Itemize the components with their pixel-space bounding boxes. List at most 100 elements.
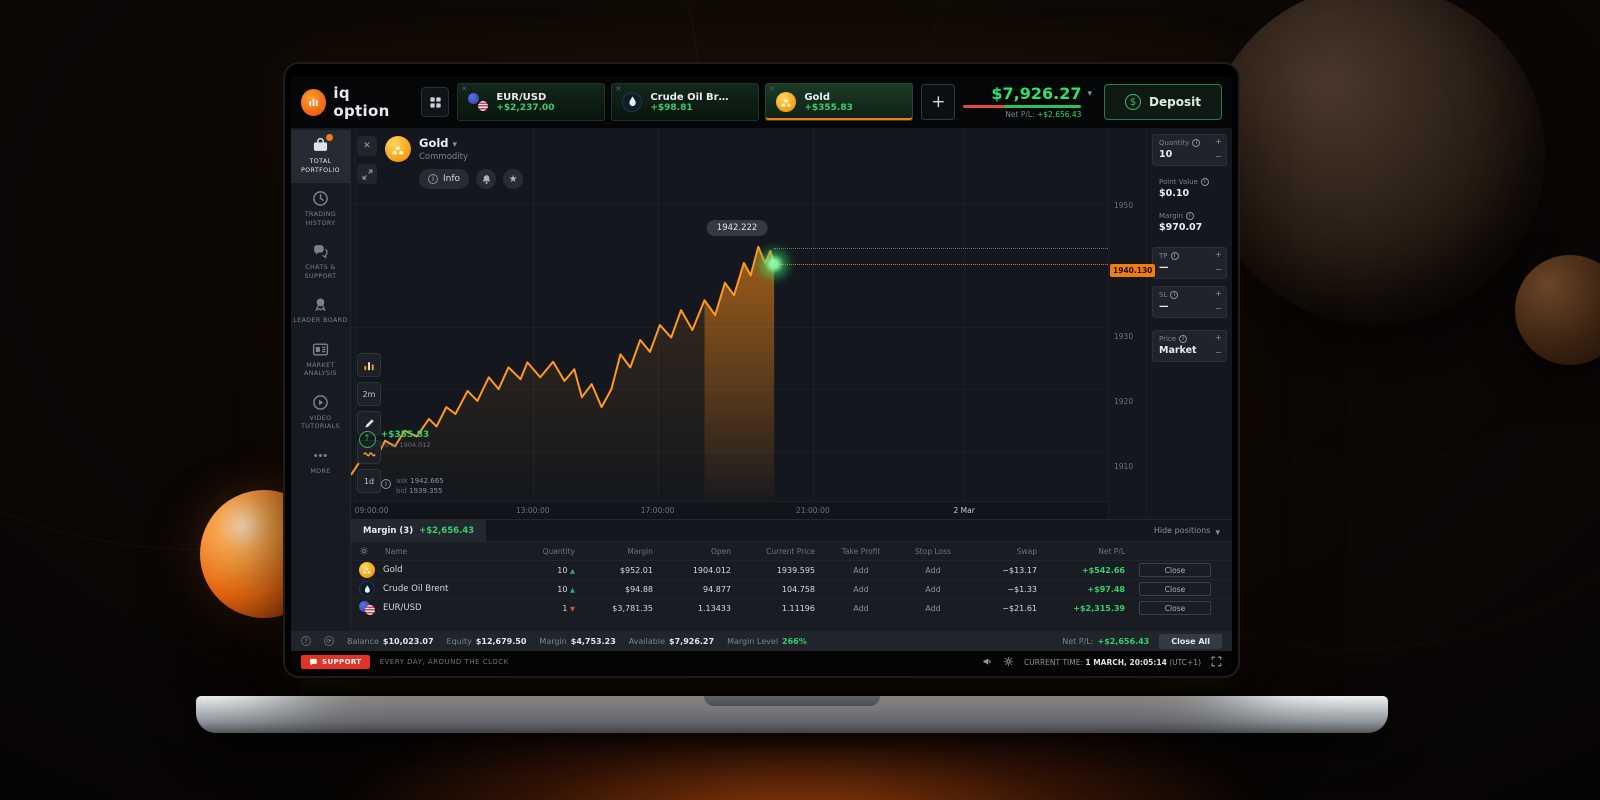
table-row-eur-usd[interactable]: EUR/USD 1 ▼ $3,781.35 1.13433 1.11196 Add Add −… [351, 598, 1232, 617]
sidebar-item-video-tutorials[interactable]: Video Tutorials [291, 387, 350, 440]
grid-line-horizontal [351, 451, 1108, 452]
position-margin: $952.01 [619, 565, 653, 575]
net-pl: Net P/L: +$2,656.43 [1005, 110, 1082, 120]
support-button[interactable]: SUPPORT [301, 655, 370, 669]
stop-loss-add-button[interactable]: Add [925, 584, 941, 594]
settings-button[interactable] [1003, 656, 1014, 669]
chart-canvas [351, 128, 1108, 501]
play-icon [312, 394, 329, 411]
tp-increase-button[interactable] [1214, 251, 1223, 260]
help-icon[interactable]: ? [301, 636, 311, 646]
asset-tab-crudeoilbr[interactable]: Crude Oil Br…+$98.81 [611, 83, 760, 121]
account-metric-balance: Balance $10,023.07 [347, 636, 434, 646]
chart-asset-selector[interactable]: Gold ▾ Commodity [385, 136, 523, 162]
status-bar: SUPPORT EVERY DAY, AROUND THE CLOCK CURR… [291, 651, 1232, 673]
timeframe-button[interactable]: 2m [357, 382, 381, 406]
sidebar-item-trading-history[interactable]: Trading History [291, 183, 350, 236]
stop-loss-field[interactable]: SL — [1152, 286, 1227, 318]
oil-icon [622, 92, 643, 112]
close-position-button[interactable]: Close [1139, 563, 1211, 577]
time-axis-label: 09:00:00 [354, 506, 389, 515]
close-position-button[interactable]: Close [1139, 582, 1211, 596]
price-tooltip: 1942.222 [706, 219, 768, 236]
take-profit-field[interactable]: TP — [1152, 247, 1227, 279]
eurusd-icon [359, 600, 375, 616]
position-net-pl: +$542.66 [1081, 565, 1125, 575]
take-profit-add-button[interactable]: Add [853, 584, 869, 594]
close-position-button[interactable]: Close [1139, 601, 1211, 615]
position-net-pl: +$2,315.39 [1073, 603, 1125, 613]
range-button[interactable]: 1d [357, 469, 381, 493]
close-all-button[interactable]: Close All [1159, 633, 1222, 649]
price-chart[interactable]: Gold ▾ Commodity Info [351, 128, 1108, 501]
sidebar-item-label: Chats & Support [304, 264, 337, 280]
tp-decrease-button[interactable] [1214, 266, 1223, 275]
take-profit-add-button[interactable]: Add [853, 565, 869, 575]
info-button[interactable]: Info [419, 169, 470, 189]
info-icon [428, 174, 438, 184]
price-axis[interactable]: 1940.130 1950 1930 1920 1910 [1108, 128, 1156, 519]
pencil-icon [364, 418, 374, 428]
account-metric-equity: Equity $12,679.50 [446, 636, 527, 646]
sl-increase-button[interactable] [1214, 290, 1223, 299]
time-axis-label: 21:00:00 [795, 506, 830, 515]
column-header-open: Open [710, 546, 731, 556]
quantity-decrease-button[interactable] [1214, 153, 1223, 162]
position-pl-annotation[interactable]: ↑ +$355.83 10 at 1904.012 [358, 430, 431, 449]
balance-selector[interactable]: $7,926.27 Net P/L: +$2,656.43 ▾ [963, 85, 1092, 120]
fullscreen-button[interactable] [1211, 656, 1222, 669]
favorite-star-button[interactable]: ★ [503, 169, 524, 189]
laptop-hinge [300, 679, 1225, 697]
margin-positions-tab[interactable]: Margin (3) +$2,656.43 [351, 520, 487, 541]
position-net-pl: +$97.48 [1087, 584, 1125, 594]
tab-close-icon[interactable] [461, 86, 467, 93]
brand-logo[interactable]: iq option [301, 84, 407, 120]
stop-loss-add-button[interactable]: Add [925, 565, 941, 575]
buy-arrow-icon: ↑ [358, 430, 376, 448]
refresh-icon[interactable]: ⟳ [324, 636, 334, 646]
table-row-gold[interactable]: Gold 10 ▲ $952.01 1904.012 1939.595 Add Add −$1… [351, 560, 1232, 579]
expand-icon[interactable] [357, 164, 377, 184]
sidebar-item-total-portfolio[interactable]: Total Portfolio [291, 130, 350, 183]
stop-loss-value: — [1159, 301, 1169, 312]
tab-close-icon[interactable] [769, 86, 775, 93]
column-header-quantity: Quantity [542, 546, 575, 556]
take-profit-add-button[interactable]: Add [853, 603, 869, 613]
sidebar-item-label: Video Tutorials [301, 414, 340, 431]
sound-button[interactable] [982, 656, 993, 669]
alert-bell-button[interactable] [476, 169, 497, 189]
asset-tab-eurusd[interactable]: EUR/USD+$2,237.00 [457, 83, 606, 121]
quantity-increase-button[interactable] [1214, 138, 1223, 147]
sidebar-item-label: Trading History [304, 211, 337, 227]
sidebar-item-chats-support[interactable]: Chats & Support [291, 236, 350, 289]
margin-value: $970.07 [1159, 222, 1203, 233]
position-current-price: 104.758 [781, 584, 815, 594]
price-type-field[interactable]: Price Market [1152, 330, 1227, 362]
sidebar-item-leader-board[interactable]: Leader Board [291, 289, 350, 334]
price-increase-button[interactable] [1214, 334, 1223, 343]
table-row-crude-oil-brent[interactable]: Crude Oil Brent 10 ▲ $94.88 94.877 104.758 Ad… [351, 579, 1232, 598]
chevron-down-icon: ▾ [1087, 88, 1092, 99]
add-asset-button[interactable]: + [921, 84, 956, 120]
asset-tab-gold[interactable]: Gold+$355.83 [765, 83, 914, 121]
time-axis[interactable]: 09:00:00 13:00:00 17:00:00 21:00:00 2 Mar [351, 501, 1108, 519]
triangle-down-icon: ▼ [570, 604, 575, 613]
table-settings-icon[interactable] [359, 546, 369, 556]
close-chart-icon[interactable] [357, 136, 377, 156]
hide-positions-button[interactable]: Hide positions ▾ [1153, 526, 1220, 538]
sidebar-item-more[interactable]: More [291, 440, 350, 485]
stop-loss-add-button[interactable]: Add [925, 603, 941, 613]
deposit-button[interactable]: Deposit [1104, 84, 1222, 120]
chart-type-button[interactable] [357, 353, 381, 377]
sidebar: Total Portfolio Trading History Chats & Su… [291, 128, 351, 631]
sidebar-item-market-analysis[interactable]: Market Analysis [291, 334, 350, 387]
clock-icon [312, 190, 329, 207]
asset-tab-name: EUR/USD [496, 91, 547, 103]
asset-tab-pl: +$98.81 [650, 102, 693, 113]
quantity-field[interactable]: Quantity 10 [1152, 134, 1227, 166]
asset-grid-button[interactable] [420, 87, 450, 117]
column-header-stop-loss: Stop Loss [915, 546, 951, 556]
price-decrease-button[interactable] [1214, 349, 1223, 358]
tab-close-icon[interactable] [615, 86, 621, 93]
sl-decrease-button[interactable] [1214, 305, 1223, 314]
